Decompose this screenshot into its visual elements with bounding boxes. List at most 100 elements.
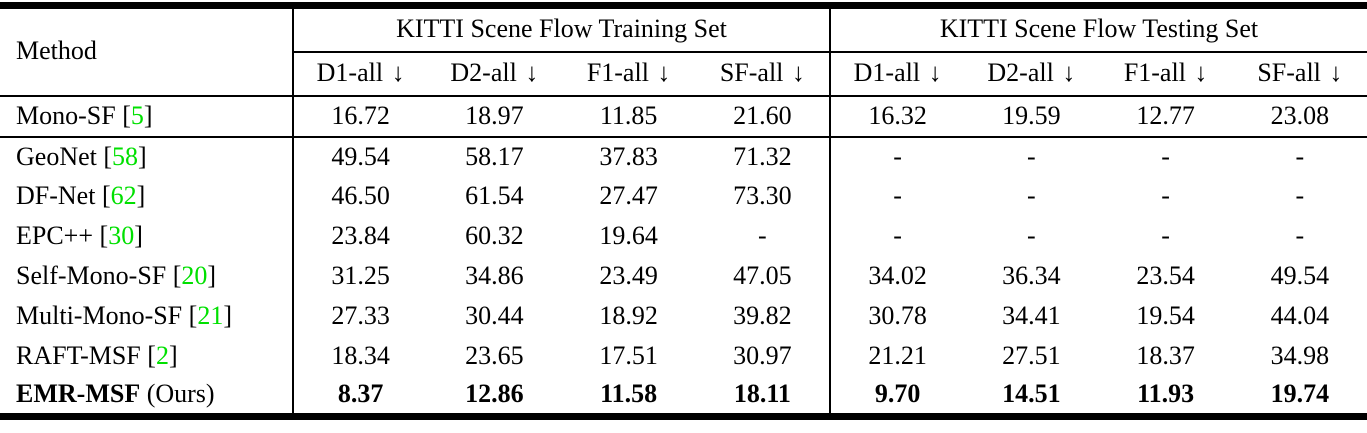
metric-value-cell: 8.37 bbox=[337, 379, 384, 409]
table-row: Multi-Mono-SF [21] 27.33 30.44 18.92 39.82 30… bbox=[0, 296, 1367, 337]
table-body: Mono-SF [5] 16.72 18.97 11.85 21.60 16.32 19.5… bbox=[0, 95, 1367, 417]
method-name: GeoNet bbox=[16, 141, 97, 171]
metric-value-cell: 18.34 bbox=[331, 341, 390, 371]
down-arrow-icon: ↓ bbox=[791, 58, 805, 88]
metric-value-cell: 49.54 bbox=[1270, 261, 1330, 291]
metric-value-cell: 31.25 bbox=[331, 261, 390, 291]
method-name: EMR-MSF bbox=[16, 379, 141, 409]
metric-value-cell: 21.60 bbox=[695, 95, 832, 138]
metric-value-cell: 18.11 bbox=[695, 376, 832, 417]
method-name: Mono-SF bbox=[16, 100, 116, 130]
metric-value-cell: 14.51 bbox=[1002, 379, 1061, 409]
metric-value-cell: 73.30 bbox=[695, 176, 832, 217]
method-column-header: Method bbox=[0, 5, 294, 97]
metric-value-cell: 36.34 bbox=[1002, 261, 1061, 291]
method-cell: EMR-MSF (Ours) bbox=[0, 376, 294, 417]
metric-value-cell: 23.49 bbox=[599, 261, 658, 291]
method-suffix: (Ours) bbox=[140, 379, 215, 409]
metric-value-cell: - bbox=[1161, 221, 1170, 251]
metric-value-cell: 34.41 bbox=[1002, 301, 1061, 331]
method-cell: Mono-SF [5] bbox=[0, 95, 294, 138]
metric-value-cell: 37.83 bbox=[599, 141, 658, 171]
citation-link[interactable]: 58 bbox=[112, 141, 139, 171]
metric-value-cell: 39.82 bbox=[695, 296, 832, 337]
down-arrow-icon: ↓ bbox=[928, 58, 942, 88]
method-cell: GeoNet [58] bbox=[0, 136, 294, 177]
metric-value-cell: - bbox=[1027, 181, 1036, 211]
results-table: Method KITTI Scene Flow Training Set KIT… bbox=[0, 2, 1367, 420]
citation-link[interactable]: 2 bbox=[155, 341, 169, 371]
metric-header-testing-f1-all: F1-all ↓ bbox=[1098, 51, 1233, 97]
metric-value-cell: 23.65 bbox=[465, 341, 524, 371]
metric-value-cell: - bbox=[893, 141, 902, 171]
citation-link[interactable]: 20 bbox=[181, 261, 208, 291]
table-header-group-row: Method KITTI Scene Flow Training Set KIT… bbox=[0, 5, 1367, 97]
metric-header-training-d2-all: D2-all ↓ bbox=[427, 51, 562, 97]
table-row: DF-Net [62] 46.50 61.54 27.47 73.30 - - - - bbox=[0, 176, 1367, 217]
metric-value-cell: - bbox=[1295, 221, 1305, 251]
metric-value-cell: 49.54 bbox=[331, 141, 390, 171]
metric-value-cell: 34.02 bbox=[868, 261, 927, 291]
metric-value-cell: 34.86 bbox=[465, 261, 524, 291]
down-arrow-icon: ↓ bbox=[1194, 58, 1208, 88]
table-row: EMR-MSF (Ours) 8.37 12.86 11.58 18.11 9.70 14.… bbox=[0, 376, 1367, 417]
down-arrow-icon: ↓ bbox=[1329, 58, 1343, 88]
down-arrow-icon: ↓ bbox=[525, 58, 539, 88]
metric-value-cell: 23.84 bbox=[331, 221, 390, 251]
metric-value-cell: - bbox=[1027, 221, 1036, 251]
metric-value-cell: 16.32 bbox=[830, 95, 965, 138]
metric-value-cell: 71.32 bbox=[695, 136, 832, 177]
method-name: EPC++ bbox=[16, 221, 94, 251]
method-cell: Multi-Mono-SF [21] bbox=[0, 296, 294, 337]
table-header-metric-row: D1-all ↓ D2-all ↓ F1-all ↓ SF-all ↓ D1-all ↓… bbox=[0, 51, 1367, 97]
metric-value-cell: - bbox=[893, 181, 902, 211]
metric-value-cell: 12.86 bbox=[465, 379, 524, 409]
table-row: RAFT-MSF [2] 18.34 23.65 17.51 30.97 21.21 27.… bbox=[0, 336, 1367, 377]
down-arrow-icon: ↓ bbox=[1062, 58, 1076, 88]
metric-value-cell: 27.51 bbox=[1002, 341, 1061, 371]
metric-value-cell: 12.77 bbox=[1098, 95, 1233, 138]
table-row: Mono-SF [5] 16.72 18.97 11.85 21.60 16.32 19.5… bbox=[0, 95, 1367, 138]
citation-link[interactable]: 30 bbox=[108, 221, 135, 251]
group-header-testing-set: KITTI Scene Flow Testing Set bbox=[830, 5, 1367, 53]
metric-header-testing-d1-all: D1-all ↓ bbox=[830, 51, 965, 97]
table-row: Self-Mono-SF [20] 31.25 34.86 23.49 47.05 34.… bbox=[0, 256, 1367, 297]
metric-value-cell: 19.64 bbox=[599, 221, 658, 251]
method-name: RAFT-MSF bbox=[16, 341, 141, 371]
metric-value-cell: 16.72 bbox=[293, 95, 428, 138]
metric-value-cell: - bbox=[1295, 181, 1305, 211]
metric-value-cell: 30.44 bbox=[465, 301, 524, 331]
metric-value-cell: 44.04 bbox=[1270, 301, 1330, 331]
metric-value-cell: - bbox=[1161, 181, 1170, 211]
method-cell: DF-Net [62] bbox=[0, 176, 294, 217]
metric-value-cell: 17.51 bbox=[599, 341, 658, 371]
method-cell: EPC++ [30] bbox=[0, 216, 294, 257]
metric-value-cell: - bbox=[1161, 141, 1170, 171]
metric-value-cell: 23.08 bbox=[1232, 95, 1367, 138]
metric-value-cell: 27.47 bbox=[599, 181, 658, 211]
metric-header-testing-d2-all: D2-all ↓ bbox=[964, 51, 1099, 97]
metric-header-training-f1-all: F1-all ↓ bbox=[561, 51, 696, 97]
metric-value-cell: 61.54 bbox=[465, 181, 524, 211]
method-cell: Self-Mono-SF [20] bbox=[0, 256, 294, 297]
metric-value-cell: 46.50 bbox=[331, 181, 390, 211]
method-name: DF-Net bbox=[16, 181, 96, 211]
metric-value-cell: 19.54 bbox=[1136, 301, 1195, 331]
metric-value-cell: 30.78 bbox=[868, 301, 927, 331]
metric-header-testing-sf-all: SF-all ↓ bbox=[1232, 51, 1367, 97]
down-arrow-icon: ↓ bbox=[657, 58, 671, 88]
metric-value-cell: 21.21 bbox=[868, 341, 927, 371]
metric-header-training-sf-all: SF-all ↓ bbox=[695, 51, 832, 97]
metric-value-cell: 19.74 bbox=[1270, 379, 1330, 409]
table-row: GeoNet [58] 49.54 58.17 37.83 71.32 - - - - bbox=[0, 136, 1367, 177]
citation-link[interactable]: 21 bbox=[197, 301, 224, 331]
metric-value-cell: 9.70 bbox=[874, 379, 921, 409]
metric-value-cell: 47.05 bbox=[695, 256, 832, 297]
citation-link[interactable]: 5 bbox=[130, 100, 144, 130]
citation-link[interactable]: 62 bbox=[110, 181, 137, 211]
metric-value-cell: 34.98 bbox=[1270, 341, 1330, 371]
metric-value-cell: 30.97 bbox=[695, 336, 832, 377]
method-name: Self-Mono-SF bbox=[16, 261, 167, 291]
metric-value-cell: 18.37 bbox=[1136, 341, 1195, 371]
metric-value-cell: 60.32 bbox=[465, 221, 524, 251]
